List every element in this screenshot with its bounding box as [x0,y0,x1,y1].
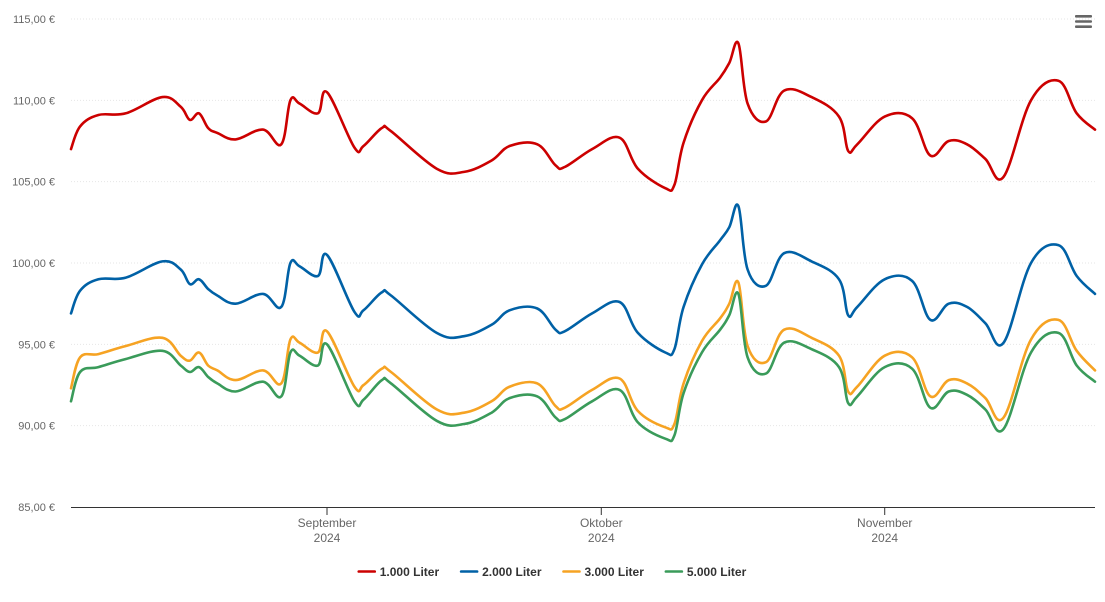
series-line-3[interactable] [69,279,1097,431]
x-tick-label-month: November [857,516,912,530]
grid-lines [71,18,1095,427]
x-tick-label-month: Oktober [580,516,623,530]
x-tick-label-month: September [298,516,357,530]
y-tick-label: 105,00 € [12,177,55,189]
legend-item-3[interactable]: 3.000 Liter [562,565,645,579]
series-line-1[interactable] [69,40,1097,193]
chart-menu-button[interactable] [1068,8,1098,34]
legend-item-4[interactable]: 5.000 Liter [664,565,747,579]
legend-item-2[interactable]: 2.000 Liter [459,565,542,579]
y-axis: 85,00 € 90,00 € 95,00 € 100,00 € 105,00 € 110… [12,14,55,514]
series-lines [69,40,1097,443]
y-tick-label: 110,00 € [13,95,55,107]
legend-label: 3.000 Liter [585,565,645,579]
series-line-4[interactable] [69,291,1097,443]
legend-label: 5.000 Liter [687,565,747,579]
y-tick-label: 95,00 € [18,339,55,351]
legend-label: 2.000 Liter [482,565,542,579]
y-tick-label: 100,00 € [12,258,55,270]
y-tick-label: 115,00 € [13,14,55,26]
series-line-2[interactable] [69,203,1097,357]
legend-item-1[interactable]: 1.000 Liter [357,565,440,579]
legend: 1.000 Liter 2.000 Liter 3.000 Liter 5.000 L… [357,565,747,579]
x-tick-label-year: 2024 [314,531,341,545]
legend-label: 1.000 Liter [380,565,440,579]
x-tick-label-year: 2024 [588,531,615,545]
hamburger-menu-icon[interactable] [1075,15,1092,28]
x-tick-label-year: 2024 [871,531,898,545]
y-tick-label: 85,00 € [18,502,55,514]
y-tick-label: 90,00 € [18,421,55,433]
